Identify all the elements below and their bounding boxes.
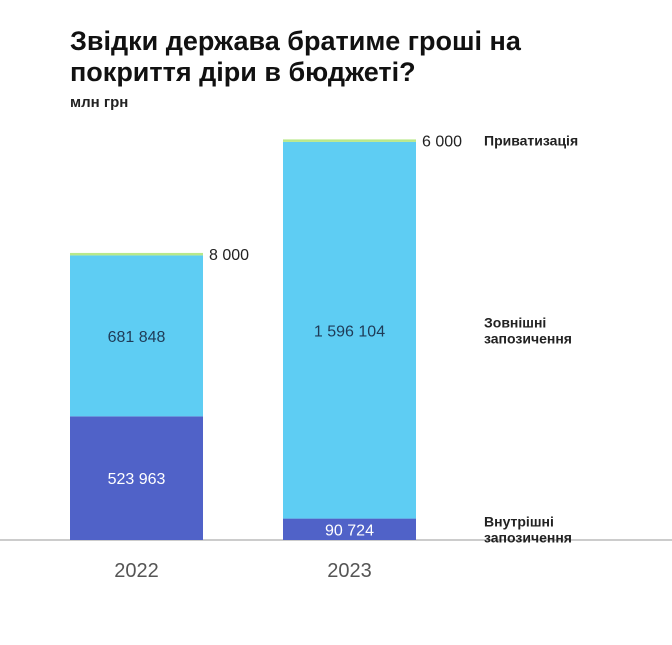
bar-segment-external-2022: [70, 255, 203, 417]
data-label-domestic-2023: 90 724: [325, 522, 374, 539]
bar-segment-domestic-2022: [70, 416, 203, 540]
x-tick-label-2022: 2022: [114, 560, 159, 582]
data-label-privatization-2022: 8 000: [209, 247, 249, 264]
legend-external-line-1: Зовнішні: [484, 314, 546, 330]
legend-external-line-2: запозичення: [484, 330, 572, 346]
chart-title: Звідки держава братиме гроші на покриття…: [70, 26, 521, 87]
legend-privatization-line-1: Приватизація: [484, 132, 578, 148]
bar-segment-domestic-2023: [283, 518, 416, 540]
unit-label: млн грн: [70, 94, 129, 111]
x-tick-label-2023: 2023: [327, 560, 372, 582]
legend-domestic-line-1: Внутрішні: [484, 513, 554, 529]
bar-segment-external-2023: [283, 141, 416, 519]
bar-segment-privatization-2023: [283, 139, 416, 142]
data-label-domestic-2022: 523 963: [108, 471, 166, 488]
bar-segment-privatization-2022: [70, 252, 203, 256]
data-label-privatization-2023: 6 000: [422, 133, 462, 150]
data-label-external-2023: 1 596 104: [314, 323, 385, 340]
data-label-external-2022: 681 848: [108, 329, 166, 346]
legend-domestic-line-2: запозичення: [484, 529, 572, 545]
